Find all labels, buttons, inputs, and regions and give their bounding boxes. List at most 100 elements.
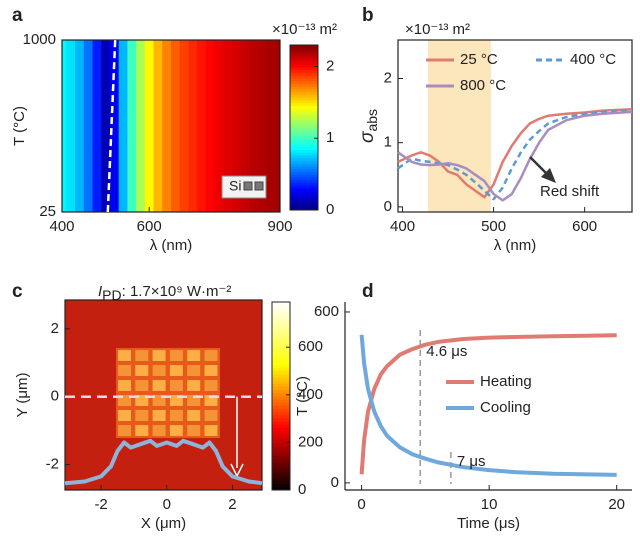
x-tick-label: 0 [357,496,365,513]
y-tick-label: -2 [46,456,59,473]
colorbar-slice [272,480,290,485]
legend-label: Cooling [480,399,531,416]
colorbar-slice [290,201,318,205]
pattern-cell [135,425,149,436]
colorbar-slice [272,358,290,363]
colorbar-slice [272,330,290,334]
inset-label: Si [229,178,241,194]
series-line [359,333,617,475]
heatmap-cell [66,40,76,212]
heatmap-cell [197,40,207,212]
pattern-cell [118,425,131,436]
annotation-arrow [529,156,549,176]
pattern-cell [187,410,201,421]
heatmap-cell [109,40,120,212]
pattern-cell [118,395,131,406]
x-tick-label: 10 [481,496,498,513]
pattern-cell [152,410,166,421]
annotation-arrowhead [541,168,556,183]
title-subscript: PD [102,287,121,303]
pattern-cell [118,380,131,391]
colorbar-slice [290,124,318,128]
colorbar-slice [290,97,318,101]
shaded-span [428,40,491,212]
colorbar-slice [272,446,290,450]
colorbar-slice [290,138,318,142]
y-tick-label: 1 [384,134,392,151]
x-tick-label: 600 [137,218,162,235]
y-axis-label: σabs [357,109,380,143]
colorbar-slice [290,53,318,57]
x-tick-label: 20 [608,496,625,513]
pattern-cell [169,425,183,436]
colorbar-slice [290,179,318,183]
heatmap-cell [127,40,137,212]
colorbar-slice [290,207,318,211]
plot-frame [64,299,263,491]
colorbar-slice [272,345,290,350]
colorbar-slice [290,155,318,159]
x-axis-label: λ (nm) [494,237,537,254]
colorbar-slice [272,452,290,457]
pattern-cell [118,365,131,376]
x-tick-label: 400 [49,218,74,235]
colorbar-tick-label: 200 [298,433,323,450]
heatmap-cell [179,40,189,212]
colorbar-slice [290,190,318,194]
legend-label: 400 °C [570,51,616,68]
heatmap-cell [101,40,111,212]
panel-letter: b [362,5,374,26]
chart-title: IPD: 1.7×10⁹ W·m⁻² [98,283,231,303]
colorbar-frame [271,301,291,491]
pattern-cell [118,410,131,421]
inset-chip [254,181,264,191]
colorbar-slice [272,317,290,322]
series-line [359,334,617,477]
pattern-region [116,348,220,438]
colorbar-slice [290,177,318,181]
colorbar-slice [290,78,318,82]
x-tick-label: -2 [94,496,107,513]
colorbar-slice [272,483,290,488]
panel-letter: d [362,281,374,302]
pattern-cell [169,365,183,376]
colorbar-slice [290,168,318,172]
colorbar-slice [290,75,318,79]
colorbar-slice [290,171,318,175]
pattern-cell [135,410,149,421]
pattern-cell [135,380,149,391]
unit-label: ×10⁻¹³ m² [405,21,470,38]
unit-label: ×10⁻¹³ m² [272,21,337,38]
colorbar-tick-label: 1 [326,129,334,146]
colorbar-slice [272,486,290,491]
colorbar-slice [272,339,290,344]
colorbar-slice [272,370,290,375]
colorbar-slice [272,361,290,366]
colorbar-slice [272,342,290,347]
colorbar-slice [272,374,290,378]
colorbar-slice [290,72,318,76]
colorbar-slice [272,349,290,353]
colorbar-slice [290,141,318,145]
colorbar-slice [290,144,318,148]
colorbar-tick-label: 400 [298,386,323,403]
plot-frame [397,39,633,213]
colorbar-slice [272,443,290,447]
colorbar-slice [272,461,290,466]
colorbar-slice [290,61,318,65]
colorbar-slice [272,399,290,403]
heatmap-cell [223,40,233,212]
heatmap-cell [258,40,268,212]
colorbar-slice [272,383,290,388]
heatmap [62,40,281,212]
x-tick-label: 2 [228,496,236,513]
marker-label: 7 μs [457,453,486,470]
heatmap-cell [62,40,67,212]
colorbar-slice [272,308,290,312]
colorbar-slice [272,305,290,309]
colorbar-slice [290,50,318,54]
colorbar-slice [272,355,290,359]
colorbar-slice [272,430,290,435]
x-tick-label: 500 [481,218,506,235]
colorbar-slice [290,163,318,167]
